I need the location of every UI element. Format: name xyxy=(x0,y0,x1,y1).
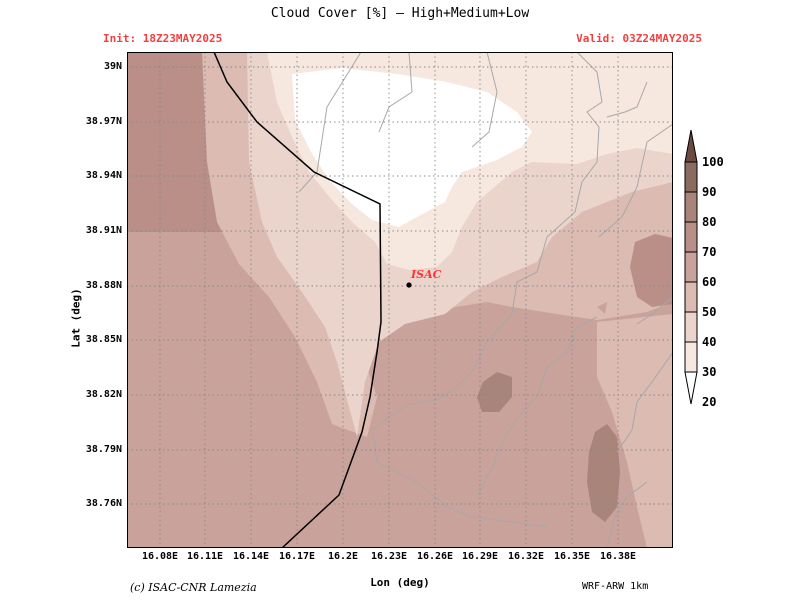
colorbar-cell xyxy=(684,341,698,373)
field-blob-east xyxy=(630,234,673,307)
field-cell-80-b xyxy=(587,424,620,522)
lon-tick-label: 16.32E xyxy=(507,551,545,562)
map-frame xyxy=(127,52,673,548)
lon-tick-label: 16.38E xyxy=(599,551,637,562)
admin-line xyxy=(298,52,362,193)
colorbar-cell xyxy=(684,221,698,253)
colorbar-bottom-triangle xyxy=(684,371,698,405)
credit-text: (c) ISAC-CNR Lamezia xyxy=(130,581,257,594)
admin-line xyxy=(371,313,513,431)
field-small-a xyxy=(597,302,607,314)
colorbar-label: 80 xyxy=(702,215,717,229)
chart-title: Cloud Cover [%] — High+Medium+Low xyxy=(270,6,530,21)
colorbar-cell xyxy=(684,191,698,223)
field-cell-80-a xyxy=(477,372,512,412)
colorbar-label: 60 xyxy=(702,275,717,289)
admin-line xyxy=(476,316,598,498)
colorbar-top-triangle xyxy=(684,130,698,163)
admin-line xyxy=(598,123,673,238)
colorbar-cell xyxy=(684,161,698,193)
admin-line xyxy=(378,52,413,133)
lon-tick-label: 16.29E xyxy=(461,551,499,562)
admin-line xyxy=(511,52,603,315)
colorbar-cell xyxy=(684,311,698,343)
lat-tick-label: 39N xyxy=(103,61,122,72)
admin-line xyxy=(616,351,673,453)
lat-tick-label: 38.76N xyxy=(85,498,122,509)
colorbar-label: 50 xyxy=(702,305,717,319)
colorbar-label: 20 xyxy=(702,395,717,409)
lon-tick-label: 16.14E xyxy=(232,551,270,562)
field-small-b xyxy=(409,342,415,360)
lon-tick-label: 16.11E xyxy=(186,551,224,562)
lat-tick-label: 38.91N xyxy=(85,225,122,236)
isac-station-label: ISAC xyxy=(411,268,442,281)
init-time: Init: 18Z23MAY2025 xyxy=(103,32,223,45)
admin-line xyxy=(606,481,648,548)
lon-tick-label: 16.08E xyxy=(141,551,179,562)
colorbar-label: 90 xyxy=(702,185,717,199)
model-label: WRF-ARW 1km xyxy=(582,581,649,592)
valid-time: Valid: 03Z24MAY2025 xyxy=(576,32,702,45)
admin-line xyxy=(606,81,648,118)
y-axis-label: Lat (deg) xyxy=(69,288,83,348)
colorbar-label: 100 xyxy=(702,155,724,169)
colorbar-cell xyxy=(684,281,698,313)
x-axis-label: Lon (deg) xyxy=(370,576,430,589)
lat-tick-label: 38.85N xyxy=(85,334,122,345)
lat-tick-label: 38.88N xyxy=(85,280,122,291)
colorbar-label: 30 xyxy=(702,365,717,379)
gridlines xyxy=(127,52,673,548)
admin-line xyxy=(471,52,498,148)
admin-line xyxy=(372,431,548,528)
isac-station-marker xyxy=(406,282,412,288)
lon-tick-label: 16.2E xyxy=(327,551,359,562)
admin-line xyxy=(636,296,673,325)
colorbar-cell xyxy=(684,251,698,283)
admin-boundaries xyxy=(298,52,673,548)
lon-tick-label: 16.23E xyxy=(370,551,408,562)
colorbar-label: 70 xyxy=(702,245,717,259)
colorbar-label: 40 xyxy=(702,335,717,349)
field-20 xyxy=(292,68,532,227)
coastline xyxy=(213,52,382,548)
lon-tick-label: 16.17E xyxy=(278,551,316,562)
lon-tick-label: 16.26E xyxy=(416,551,454,562)
field-50-south xyxy=(597,314,673,548)
lat-tick-label: 38.94N xyxy=(85,170,122,181)
field-left-70 xyxy=(127,52,227,232)
colorbar xyxy=(684,130,698,405)
lon-tick-label: 16.35E xyxy=(553,551,591,562)
cloud-cover-map xyxy=(127,52,673,548)
lat-tick-label: 38.97N xyxy=(85,116,122,127)
lat-tick-label: 38.79N xyxy=(85,444,122,455)
lat-tick-label: 38.82N xyxy=(85,389,122,400)
